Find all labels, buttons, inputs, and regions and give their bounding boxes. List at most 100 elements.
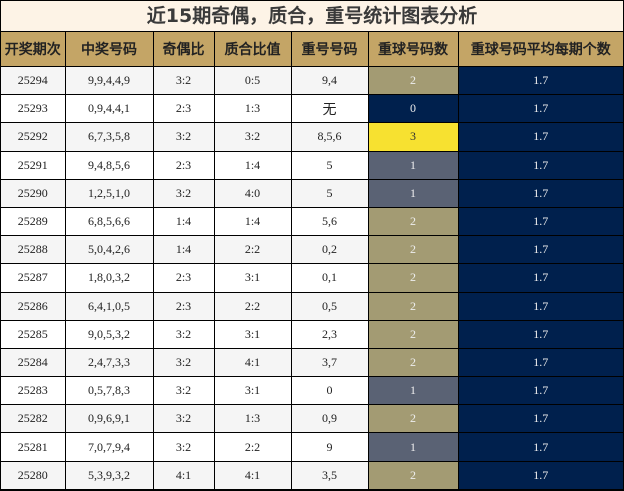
numbers-cell: 9,0,5,3,2 (64, 319, 154, 349)
numbers-cell: 7,0,7,9,4 (64, 432, 154, 462)
header-row: 开奖期次 中奖号码 奇偶比 质合比值 重号号码 重球号码数 重球号码平均每期个数 (1, 32, 623, 67)
average-cell: 1.7 (457, 94, 623, 124)
header-repeat: 重号号码 (290, 32, 369, 67)
repeat-count-cell: 2 (367, 291, 459, 321)
odd-even-cell: 1:4 (152, 235, 215, 265)
header-odd-even: 奇偶比 (152, 32, 215, 67)
average-cell: 1.7 (457, 319, 623, 349)
repeat-count-cell: 2 (367, 319, 459, 349)
repeat-count-cell: 1 (367, 376, 459, 406)
numbers-cell: 5,0,4,2,6 (64, 235, 154, 265)
prime-composite-cell: 2:2 (213, 291, 292, 321)
odd-even-cell: 3:2 (152, 376, 215, 406)
numbers-cell: 0,5,7,8,3 (64, 376, 154, 406)
average-cell: 1.7 (457, 291, 623, 321)
repeat-count-cell: 1 (367, 150, 459, 180)
odd-even-cell: 4:1 (152, 460, 215, 490)
repeat-cell: 0,5 (290, 291, 369, 321)
table-row: 25284 2,4,7,3,3 3:2 4:1 3,7 2 1.7 (1, 347, 623, 378)
numbers-cell: 6,4,1,0,5 (64, 291, 154, 321)
prime-composite-cell: 4:1 (213, 460, 292, 490)
repeat-cell: 5 (290, 150, 369, 180)
period-cell: 25289 (1, 206, 66, 237)
average-cell: 1.7 (457, 206, 623, 237)
table-row: 25285 9,0,5,3,2 3:2 3:1 2,3 2 1.7 (1, 319, 623, 349)
odd-even-cell: 1:4 (152, 206, 215, 237)
odd-even-cell: 3:2 (152, 432, 215, 462)
prime-composite-cell: 1:4 (213, 206, 292, 237)
table-row: 25282 0,9,6,9,1 3:2 1:3 0,9 2 1.7 (1, 404, 623, 434)
header-period: 开奖期次 (1, 32, 66, 67)
repeat-cell: 0,9 (290, 404, 369, 434)
odd-even-cell: 2:3 (152, 150, 215, 180)
prime-composite-cell: 3:1 (213, 376, 292, 406)
average-cell: 1.7 (457, 150, 623, 180)
period-cell: 25283 (1, 376, 66, 406)
numbers-cell: 1,2,5,1,0 (64, 178, 154, 208)
header-numbers: 中奖号码 (64, 32, 154, 67)
average-cell: 1.7 (457, 404, 623, 434)
repeat-cell: 9,4 (290, 65, 369, 96)
odd-even-cell: 3:2 (152, 347, 215, 378)
repeat-count-cell: 2 (367, 235, 459, 265)
numbers-cell: 6,8,5,6,6 (64, 206, 154, 237)
repeat-count-cell: 2 (367, 65, 459, 96)
period-cell: 25294 (1, 65, 66, 96)
table-row: 25292 6,7,3,5,8 3:2 3:2 8,5,6 3 1.7 (1, 122, 623, 152)
repeat-cell: 5 (290, 178, 369, 208)
period-cell: 25292 (1, 122, 66, 152)
prime-composite-cell: 1:4 (213, 150, 292, 180)
period-cell: 25290 (1, 178, 66, 208)
odd-even-cell: 2:3 (152, 94, 215, 124)
odd-even-cell: 3:2 (152, 178, 215, 208)
period-cell: 25280 (1, 460, 66, 490)
table-row: 25283 0,5,7,8,3 3:2 3:1 0 1 1.7 (1, 376, 623, 406)
average-cell: 1.7 (457, 65, 623, 96)
average-cell: 1.7 (457, 122, 623, 152)
numbers-cell: 0,9,4,4,1 (64, 94, 154, 124)
repeat-cell: 0,1 (290, 263, 369, 293)
table-row: 25288 5,0,4,2,6 1:4 2:2 0,2 2 1.7 (1, 235, 623, 265)
odd-even-cell: 2:3 (152, 263, 215, 293)
repeat-cell: 9 (290, 432, 369, 462)
repeat-count-cell: 1 (367, 432, 459, 462)
period-cell: 25281 (1, 432, 66, 462)
prime-composite-cell: 0:5 (213, 65, 292, 96)
period-cell: 25291 (1, 150, 66, 180)
numbers-cell: 2,4,7,3,3 (64, 347, 154, 378)
odd-even-cell: 3:2 (152, 319, 215, 349)
table-row: 25287 1,8,0,3,2 2:3 3:1 0,1 2 1.7 (1, 263, 623, 293)
numbers-cell: 5,3,9,3,2 (64, 460, 154, 490)
page-title: 近15期奇偶，质合，重号统计图表分析 (1, 1, 623, 32)
prime-composite-cell: 1:3 (213, 404, 292, 434)
repeat-cell: 3,5 (290, 460, 369, 490)
header-average: 重球号码平均每期个数 (457, 32, 623, 67)
repeat-count-cell: 2 (367, 263, 459, 293)
numbers-cell: 6,7,3,5,8 (64, 122, 154, 152)
table-row: 25290 1,2,5,1,0 3:2 4:0 5 1 1.7 (1, 178, 623, 208)
period-cell: 25284 (1, 347, 66, 378)
numbers-cell: 9,9,4,4,9 (64, 65, 154, 96)
odd-even-cell: 3:2 (152, 122, 215, 152)
table-row: 25291 9,4,8,5,6 2:3 1:4 5 1 1.7 (1, 150, 623, 180)
prime-composite-cell: 2:2 (213, 235, 292, 265)
period-cell: 25293 (1, 94, 66, 124)
repeat-cell: 0,2 (290, 235, 369, 265)
period-cell: 25285 (1, 319, 66, 349)
repeat-cell: 8,5,6 (290, 122, 369, 152)
numbers-cell: 0,9,6,9,1 (64, 404, 154, 434)
repeat-cell: 3,7 (290, 347, 369, 378)
average-cell: 1.7 (457, 432, 623, 462)
table-row: 25289 6,8,5,6,6 1:4 1:4 5,6 2 1.7 (1, 206, 623, 237)
odd-even-cell: 2:3 (152, 291, 215, 321)
average-cell: 1.7 (457, 178, 623, 208)
header-repeat-count: 重球号码数 (367, 32, 459, 67)
numbers-cell: 1,8,0,3,2 (64, 263, 154, 293)
table-row: 25293 0,9,4,4,1 2:3 1:3 无 0 1.7 (1, 94, 623, 124)
numbers-cell: 9,4,8,5,6 (64, 150, 154, 180)
period-cell: 25287 (1, 263, 66, 293)
period-cell: 25282 (1, 404, 66, 434)
repeat-count-cell: 1 (367, 178, 459, 208)
repeat-count-cell: 2 (367, 460, 459, 490)
